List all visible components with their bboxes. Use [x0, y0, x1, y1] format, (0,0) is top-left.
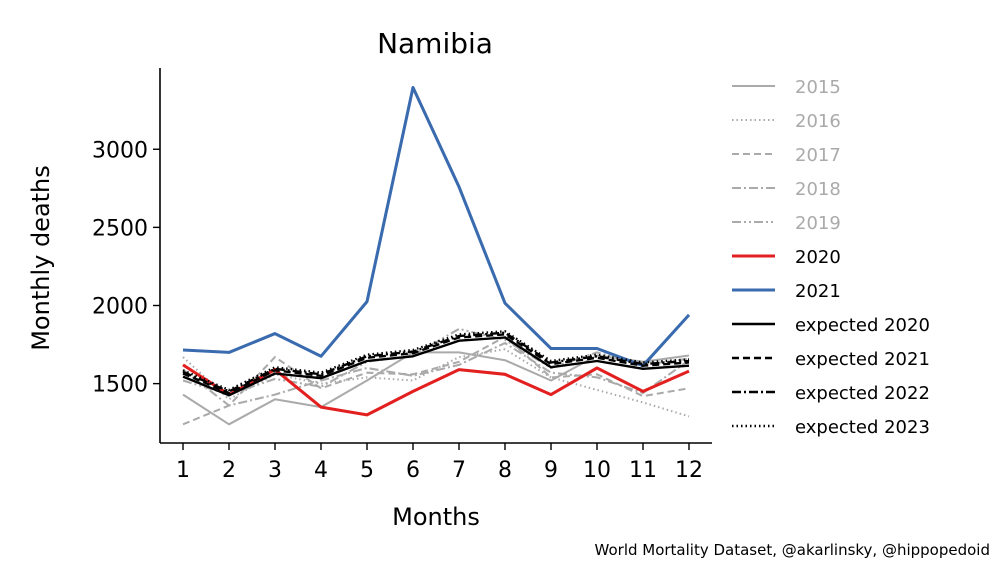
y-tick-label: 2500	[92, 216, 148, 241]
x-tick-label: 4	[314, 458, 328, 483]
series-line-expected-2020	[182, 336, 690, 397]
legend-label-2018: 2018	[795, 179, 841, 200]
legend-label-2015: 2015	[795, 77, 841, 98]
credit-text: World Mortality Dataset, @akarlinsky, @h…	[595, 541, 990, 559]
legend-label-expected-2021: expected 2021	[795, 349, 930, 370]
x-tick-label: 2	[222, 458, 236, 483]
y-tick-label: 2000	[92, 295, 148, 320]
series-line-2021	[182, 85, 691, 368]
y-tick-label: 3000	[92, 138, 148, 163]
legend-label-2019: 2019	[795, 213, 841, 234]
x-tick-label: 11	[629, 458, 657, 483]
legend: 2015 2016 2017 2018 2019 2020 2021 expected 202…	[732, 77, 930, 438]
legend-label-2016: 2016	[795, 111, 841, 132]
x-tick-label: 3	[268, 458, 282, 483]
x-axis-label: Months	[392, 503, 480, 531]
series-line-2019	[182, 327, 690, 396]
series-line-expected-2023	[182, 330, 690, 392]
series-line-expected-2021	[182, 333, 690, 395]
y-tick-label: 1500	[92, 373, 148, 398]
legend-label-2020: 2020	[795, 247, 841, 268]
x-tick-label: 10	[583, 458, 611, 483]
x-tick-label: 9	[544, 458, 558, 483]
chart-title: Namibia	[377, 27, 493, 60]
x-tick-label: 12	[675, 458, 703, 483]
series-layer	[182, 85, 691, 426]
x-tick-label: 7	[452, 458, 466, 483]
x-tick-label: 5	[360, 458, 374, 483]
legend-label-2021: 2021	[795, 281, 841, 302]
y-axis-label: Monthly deaths	[27, 165, 55, 351]
legend-label-expected-2020: expected 2020	[795, 315, 930, 336]
legend-label-expected-2022: expected 2022	[795, 383, 930, 404]
series-line-2017	[182, 335, 690, 426]
legend-label-2017: 2017	[795, 145, 841, 166]
x-tick-label: 8	[498, 458, 512, 483]
x-tick-label: 6	[406, 458, 420, 483]
legend-label-expected-2023: expected 2023	[795, 417, 930, 438]
x-tick-label: 1	[176, 458, 190, 483]
series-line-expected-2022	[182, 331, 690, 393]
series-line-2018	[182, 341, 690, 407]
